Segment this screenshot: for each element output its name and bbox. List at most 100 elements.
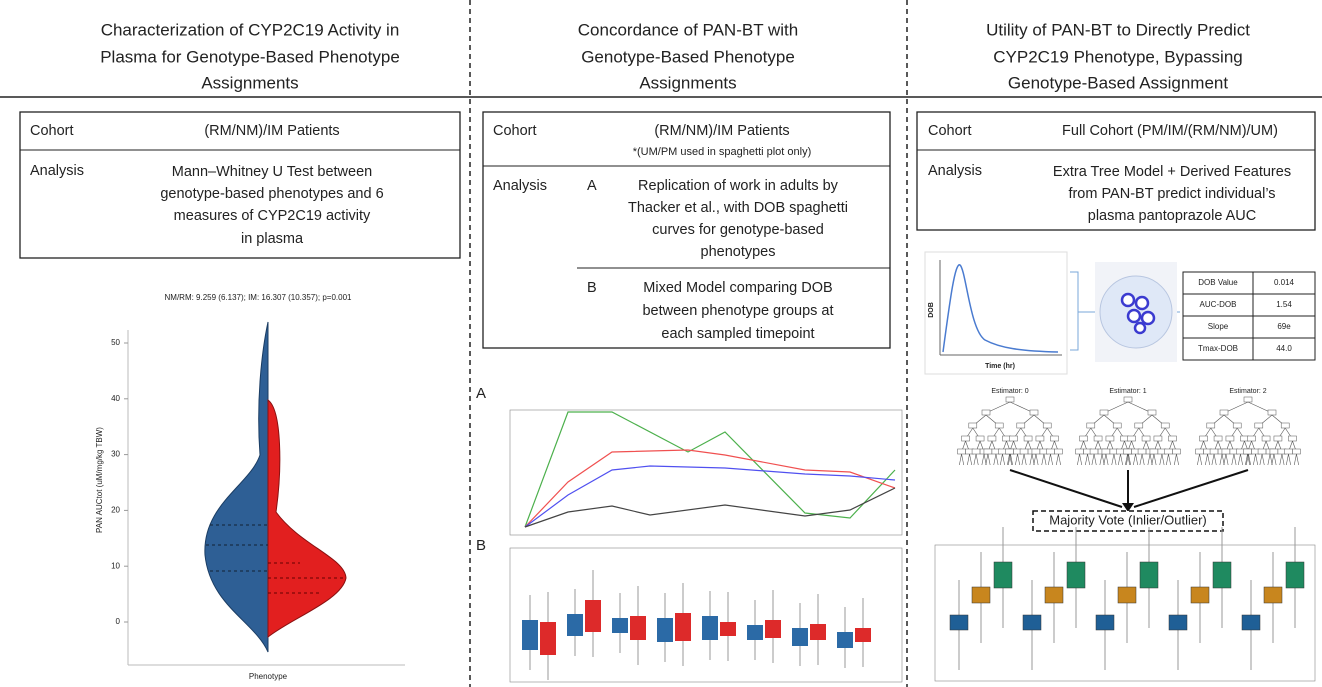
tree-edge — [1117, 453, 1121, 466]
tree-node — [1050, 435, 1059, 442]
tree-node — [1089, 448, 1099, 455]
tree-node — [1164, 448, 1173, 455]
box — [1044, 586, 1064, 604]
box — [1212, 561, 1232, 589]
tree-edge — [1159, 453, 1163, 466]
tree-node — [981, 409, 991, 416]
box — [675, 613, 691, 641]
tree-edge — [1105, 453, 1109, 466]
tree-edge — [1147, 453, 1151, 466]
curve — [524, 411, 896, 528]
tree-edge — [1279, 453, 1283, 466]
tree-node — [1280, 422, 1290, 429]
tree-node — [1267, 409, 1277, 416]
tree-edge — [1103, 453, 1107, 466]
tree-edge — [1259, 453, 1263, 466]
plot-title: NM/RM: 9.259 (6.137); IM: 16.307 (10.357… — [165, 293, 353, 302]
row-label: Cohort — [30, 123, 74, 139]
tree-node — [1199, 435, 1208, 442]
tree-edge — [1128, 453, 1131, 466]
curve — [524, 487, 896, 528]
cell: between phenotype groups at — [642, 303, 833, 319]
tree-node — [1009, 435, 1018, 442]
tree-node — [961, 435, 970, 442]
tree-edge — [1002, 453, 1005, 466]
tree-edge — [1033, 453, 1037, 466]
tree-edge — [1261, 453, 1265, 466]
tree-edge — [1099, 453, 1103, 466]
tree-edge — [969, 453, 973, 466]
vote-label: Majority Vote (Inlier/Outlier) — [1049, 512, 1207, 527]
tree-edge — [1087, 453, 1091, 466]
item-label: A — [587, 178, 597, 194]
tree-node — [1123, 448, 1132, 455]
tree-edge — [1288, 453, 1291, 466]
tree-edge — [1111, 453, 1115, 466]
tree-edge — [1197, 453, 1200, 466]
tree-edge — [1029, 453, 1033, 466]
panel-title: Utility of PAN-BT to Directly Predict — [986, 20, 1250, 39]
axis-label: DOB — [928, 302, 935, 318]
tree-node — [1086, 422, 1096, 429]
box — [1095, 614, 1115, 631]
tree-edge — [1093, 453, 1097, 466]
plot-label: B — [476, 537, 486, 554]
tree-edge — [967, 453, 970, 466]
cell: measures of CYP2C19 activity — [174, 208, 371, 224]
tree-edge — [1017, 453, 1021, 466]
cell: each sampled timepoint — [661, 326, 814, 342]
tree-edge — [1161, 453, 1165, 466]
plot-label: A — [476, 385, 486, 402]
panel-title: Genotype-Based Assignment — [1008, 73, 1228, 92]
cell: (RM/NM)/IM Patients — [204, 123, 339, 139]
tree-edge — [981, 453, 985, 466]
tree-edge — [1223, 453, 1227, 466]
feature-value: 0.014 — [1274, 278, 1295, 287]
tree-node — [1269, 448, 1279, 455]
plot-frame — [509, 409, 903, 536]
axis-label: Time (hr) — [985, 363, 1015, 370]
box — [855, 628, 871, 642]
feature-row — [1182, 337, 1316, 361]
plot-frame — [934, 544, 1316, 682]
cell: (RM/NM)/IM Patients — [654, 123, 789, 139]
tree-edge — [1079, 453, 1083, 466]
tree-node — [1149, 448, 1159, 455]
tree-node — [1054, 448, 1063, 455]
box — [792, 628, 808, 646]
y-tick-label: 10 — [111, 561, 120, 570]
vote-box — [1032, 510, 1224, 532]
plot-frame — [509, 547, 903, 683]
tree-node — [1288, 435, 1297, 442]
tree-edge — [1035, 453, 1039, 466]
box — [630, 616, 646, 640]
box — [567, 614, 583, 636]
tree-node — [1005, 448, 1014, 455]
tree-edge — [1199, 453, 1203, 466]
tree-edge — [1225, 453, 1229, 466]
tree-edge — [1015, 453, 1018, 466]
box — [612, 618, 628, 633]
panel-title: Assignments — [201, 73, 298, 92]
tree-edge — [1139, 453, 1143, 466]
tree-node — [1261, 435, 1271, 442]
table — [916, 111, 1316, 231]
tree-edge — [1077, 453, 1080, 466]
tree-node — [1046, 448, 1055, 455]
box — [702, 616, 718, 640]
tree-node — [1284, 448, 1293, 455]
tree-edge — [1135, 453, 1139, 466]
tree-edge — [1050, 453, 1053, 466]
box — [720, 622, 736, 636]
tree-edge — [985, 453, 989, 466]
icon-gears — [1120, 292, 1156, 335]
box — [1241, 614, 1261, 631]
tree-edge — [1133, 453, 1136, 466]
tree-node — [1221, 448, 1231, 455]
tree-edge — [1058, 453, 1061, 466]
tree-edge — [1247, 453, 1251, 466]
row-label: Cohort — [928, 123, 972, 139]
box — [540, 622, 556, 655]
tree-node — [1141, 435, 1151, 442]
